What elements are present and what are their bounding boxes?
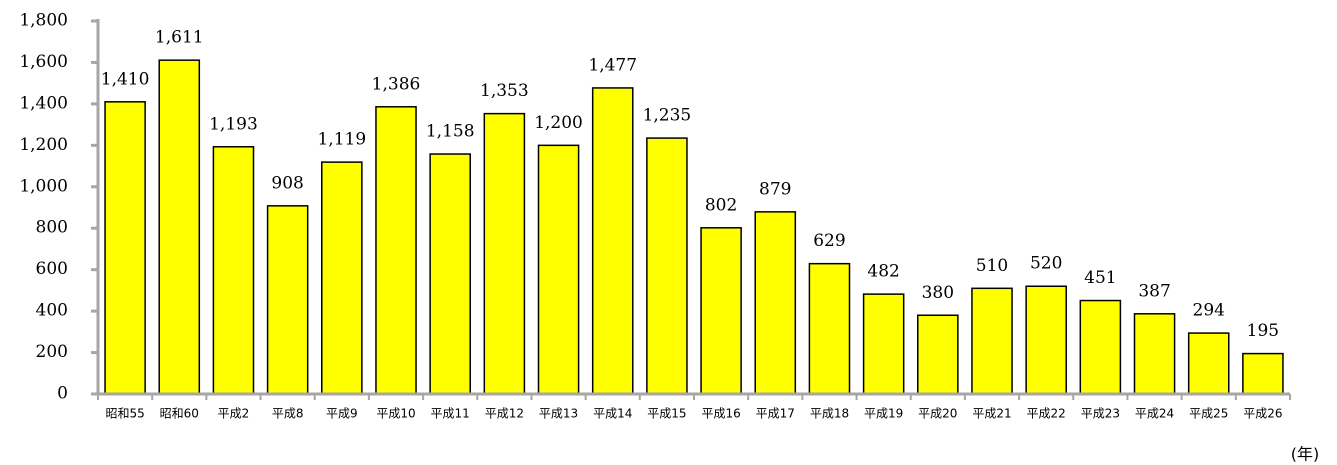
data-label: 520 <box>1030 254 1062 274</box>
y-tick-label: 600 <box>36 259 68 279</box>
data-label: 629 <box>813 231 845 251</box>
bar <box>212 146 255 395</box>
bar <box>429 153 471 395</box>
x-tick-label: 平成10 <box>376 407 415 421</box>
x-tick-label: 平成2 <box>218 407 250 421</box>
data-label: 380 <box>922 283 954 303</box>
x-tick-label: 平成12 <box>485 407 524 421</box>
y-tick-label: 400 <box>36 301 68 321</box>
data-label: 1,353 <box>480 81 529 101</box>
bar <box>1187 332 1230 395</box>
data-label: 1,119 <box>317 130 366 150</box>
bar <box>917 314 959 395</box>
x-tick-label: 平成26 <box>1243 407 1282 421</box>
bar <box>754 211 797 395</box>
bar <box>158 59 201 395</box>
x-tick-label: 平成21 <box>972 407 1011 421</box>
bar <box>1079 299 1122 395</box>
x-tick-label: 平成23 <box>1081 407 1120 421</box>
bar <box>808 262 851 395</box>
x-tick-label: 平成19 <box>864 407 903 421</box>
y-tick-label: 1,600 <box>19 52 68 72</box>
y-tick-label: 800 <box>36 218 68 238</box>
y-tick-label: 200 <box>36 342 68 362</box>
data-label: 195 <box>1247 321 1279 341</box>
data-label: 908 <box>271 173 303 193</box>
bar <box>483 112 526 395</box>
x-tick-label: 平成16 <box>701 407 740 421</box>
data-label: 1,193 <box>209 114 258 134</box>
y-tick-label: 0 <box>57 384 68 404</box>
x-tick-label: 昭和55 <box>105 407 144 421</box>
bar <box>591 87 634 395</box>
data-label: 510 <box>976 256 1008 276</box>
bar <box>646 137 688 395</box>
data-label: 387 <box>1138 281 1170 301</box>
x-tick-label: 平成8 <box>272 407 304 421</box>
bar <box>971 287 1013 395</box>
data-label: 802 <box>705 195 737 215</box>
bar <box>537 144 580 395</box>
x-tick-label: 平成14 <box>593 407 632 421</box>
x-tick-label: 平成11 <box>431 407 470 421</box>
x-tick-label: 平成24 <box>1135 407 1174 421</box>
bar <box>321 161 363 395</box>
data-label: 1,611 <box>155 28 204 48</box>
data-label: 1,410 <box>101 69 150 89</box>
bar <box>1133 313 1176 395</box>
x-tick-label: 昭和60 <box>160 407 199 421</box>
data-label: 294 <box>1193 301 1225 321</box>
bar <box>104 101 146 395</box>
data-label: 1,386 <box>372 74 421 94</box>
x-tick-label: 平成20 <box>918 407 957 421</box>
y-tick-label: 1,200 <box>19 135 68 155</box>
data-label: 482 <box>867 262 899 282</box>
y-tick-label: 1,800 <box>19 11 68 31</box>
x-tick-label: 平成15 <box>647 407 686 421</box>
bar <box>700 227 742 395</box>
data-label: 1,200 <box>534 113 583 133</box>
x-axis-label: (年) <box>1291 445 1320 464</box>
data-label: 1,158 <box>426 122 475 142</box>
bar <box>375 106 417 395</box>
bar <box>862 293 905 395</box>
y-tick-label: 1,400 <box>19 93 68 113</box>
data-label: 1,477 <box>588 55 637 75</box>
bar <box>1025 285 1067 395</box>
x-tick-label: 平成22 <box>1027 407 1066 421</box>
bar <box>1242 352 1284 395</box>
data-label: 451 <box>1084 268 1116 288</box>
bar <box>266 205 309 395</box>
x-tick-label: 平成25 <box>1189 407 1228 421</box>
x-tick-label: 平成13 <box>539 407 578 421</box>
x-tick-label: 平成9 <box>326 407 358 421</box>
data-label: 879 <box>759 179 791 199</box>
y-tick-label: 1,000 <box>19 176 68 196</box>
x-tick-label: 平成18 <box>810 407 849 421</box>
data-label: 1,235 <box>643 106 692 126</box>
x-tick-label: 平成17 <box>756 407 795 421</box>
